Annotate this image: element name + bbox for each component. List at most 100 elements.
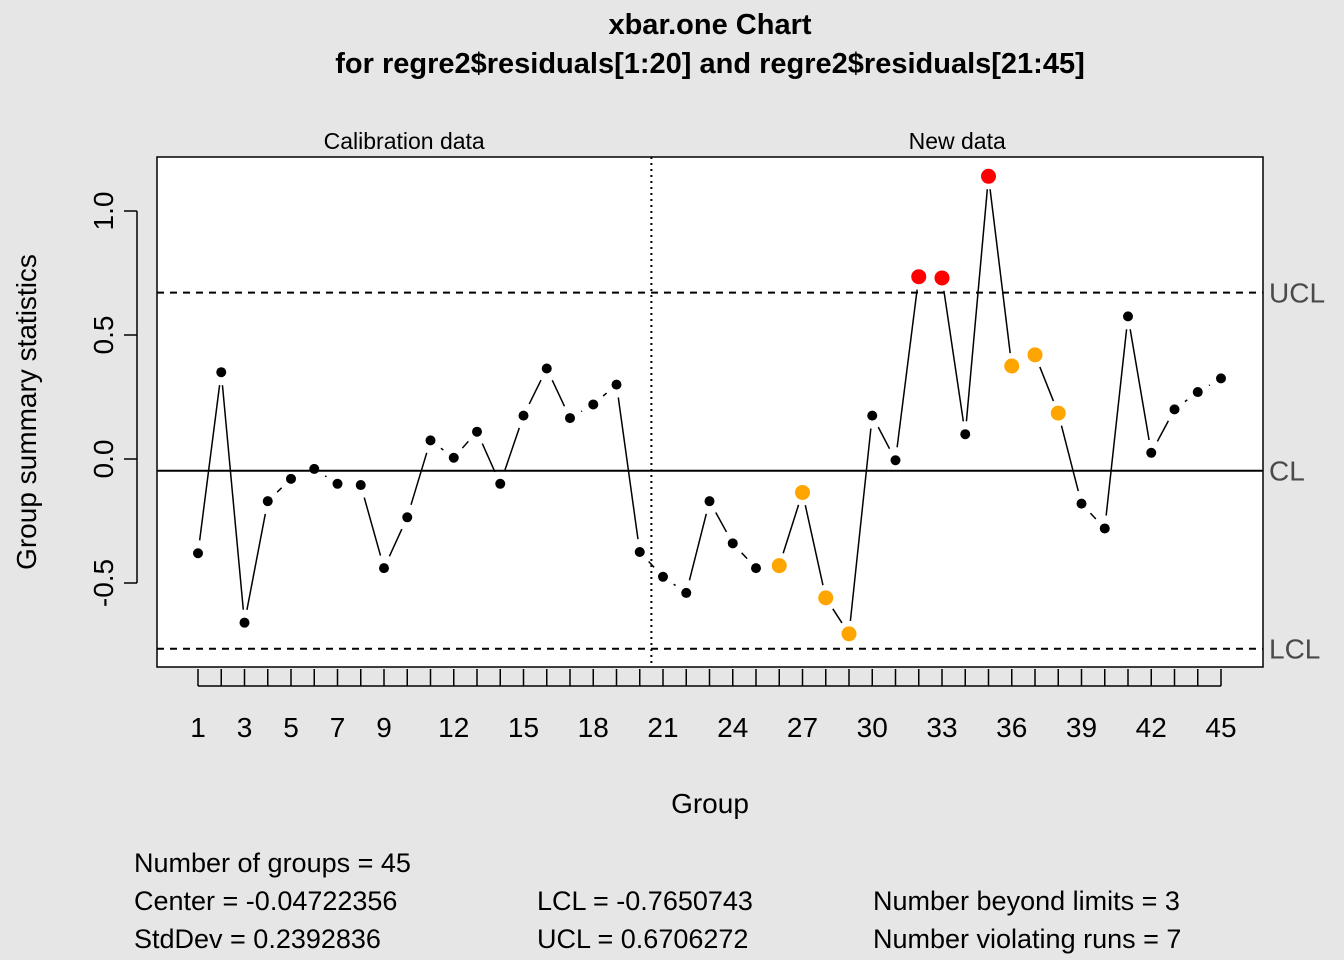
summary-col-2: LCL = -0.7650743 UCL = 0.6706272 <box>537 882 753 958</box>
data-point <box>495 478 506 489</box>
stat-number-violating-runs: Number violating runs = 7 <box>873 924 1182 954</box>
series-segment <box>877 426 891 450</box>
y-tick-label: 0.0 <box>88 440 119 479</box>
section-label: Calibration data <box>324 128 485 154</box>
series-segment <box>198 384 221 541</box>
data-point <box>818 590 834 606</box>
stat-ucl: UCL = 0.6706272 <box>537 924 749 954</box>
series-segment <box>528 379 542 405</box>
series-segment <box>1105 329 1128 516</box>
data-point <box>1216 373 1226 384</box>
data-point <box>751 563 761 574</box>
data-point <box>379 563 389 574</box>
series-segment <box>1156 420 1170 442</box>
x-tick-label: 5 <box>283 712 299 743</box>
y-axis-label: Group summary statistics <box>11 254 42 570</box>
series-segment <box>648 560 655 568</box>
data-point <box>309 463 320 474</box>
data-point <box>960 429 971 440</box>
series-segment <box>1039 366 1055 402</box>
series-segment <box>440 447 444 451</box>
summary-col-1: Number of groups = 45 Center = -0.047223… <box>134 844 411 958</box>
stat-lcl: LCL = -0.7650743 <box>537 886 753 916</box>
stat-stddev: StdDev = 0.2392836 <box>134 924 381 954</box>
series-segment <box>481 443 496 473</box>
series-segment <box>602 392 608 397</box>
data-point <box>1004 358 1020 374</box>
y-tick-label: 0.5 <box>88 316 119 355</box>
series-segment <box>551 379 566 407</box>
x-tick-label: 39 <box>1066 712 1097 743</box>
data-point <box>771 558 787 574</box>
summary-col-3: Number beyond limits = 3 Number violatin… <box>873 882 1181 958</box>
x-axis-label: Group <box>671 788 749 819</box>
x-tick-label: 42 <box>1136 712 1167 743</box>
series-segment <box>715 512 728 533</box>
data-point <box>727 538 738 549</box>
y-tick-label: -0.5 <box>88 559 119 607</box>
data-point <box>611 379 622 390</box>
data-point <box>795 484 810 500</box>
data-point <box>1192 387 1203 398</box>
x-tick-label: 30 <box>857 712 888 743</box>
data-point <box>262 496 273 507</box>
series-segment <box>1184 399 1188 403</box>
data-point <box>681 587 692 598</box>
series-segment <box>1089 512 1097 520</box>
data-point <box>588 399 599 410</box>
data-point <box>216 367 227 378</box>
data-point <box>1076 498 1087 509</box>
x-tick-label: 36 <box>996 712 1027 743</box>
chart-title: xbar.one Chart <box>608 9 811 41</box>
series-segment <box>276 487 283 493</box>
data-point <box>1146 447 1157 458</box>
cl-label: CL <box>1269 456 1305 487</box>
series-segment <box>503 427 521 472</box>
section-label: New data <box>909 128 1006 154</box>
data-point <box>1050 405 1066 421</box>
data-point <box>518 410 529 421</box>
data-point <box>565 413 575 424</box>
x-tick-label: 24 <box>717 712 748 743</box>
y-tick-label: 1.0 <box>88 192 119 231</box>
x-tick-label: 7 <box>330 712 346 743</box>
series-segment <box>1060 425 1079 492</box>
data-point <box>332 478 343 489</box>
ucl-label: UCL <box>1269 278 1325 309</box>
data-point <box>841 626 857 642</box>
series-segment <box>943 290 965 422</box>
x-tick-label: 27 <box>787 712 818 743</box>
data-point <box>472 426 482 437</box>
data-point <box>448 452 459 463</box>
data-point <box>1169 404 1180 415</box>
series-segment <box>688 513 708 581</box>
data-point <box>911 269 927 285</box>
series-segment <box>324 475 327 478</box>
x-tick-label: 12 <box>438 712 469 743</box>
series-segment <box>782 504 800 554</box>
x-tick-label: 45 <box>1205 712 1236 743</box>
data-point <box>193 548 203 559</box>
data-point <box>704 496 715 507</box>
x-tick-label: 3 <box>237 712 253 743</box>
series-segment <box>989 189 1011 354</box>
data-point <box>402 512 413 523</box>
stat-number-beyond-limits: Number beyond limits = 3 <box>873 886 1180 916</box>
stat-number-of-groups: Number of groups = 45 <box>134 848 411 878</box>
data-point <box>355 480 366 491</box>
x-tick-label: 15 <box>508 712 539 743</box>
x-tick-label: 33 <box>926 712 957 743</box>
data-point <box>541 363 552 374</box>
data-point <box>867 410 878 421</box>
series-segment <box>804 505 824 586</box>
stat-center: Center = -0.04722356 <box>134 886 398 916</box>
series-segment <box>246 513 267 611</box>
x-tick-label: 1 <box>190 712 206 743</box>
lcl-label: LCL <box>1269 634 1320 665</box>
series-segment <box>741 552 748 560</box>
x-tick-label: 9 <box>376 712 392 743</box>
data-point <box>934 270 950 286</box>
data-point <box>1123 311 1133 322</box>
series-segment <box>896 289 918 448</box>
